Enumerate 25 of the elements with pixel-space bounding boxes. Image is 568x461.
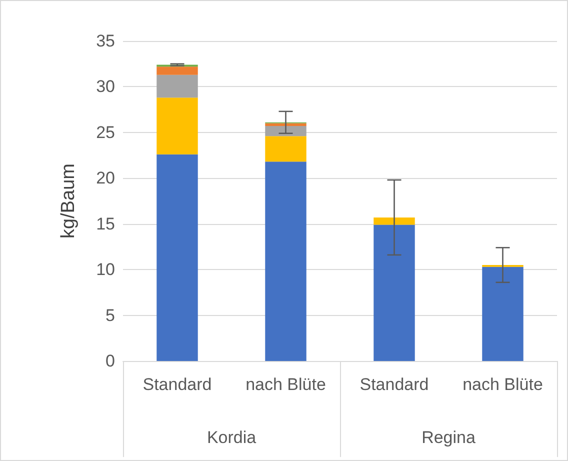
bar bbox=[265, 162, 306, 361]
y-tick-label: 20 bbox=[96, 168, 115, 188]
bar bbox=[156, 66, 198, 75]
bar bbox=[374, 217, 415, 225]
y-tick-label: 5 bbox=[106, 306, 115, 325]
y-tick-label: 0 bbox=[106, 352, 115, 370]
y-tick-label: 35 bbox=[96, 32, 115, 50]
text: Regina bbox=[422, 428, 476, 447]
y-axis-title: kg/Baum bbox=[58, 164, 79, 238]
y-tick-label: 25 bbox=[96, 122, 115, 142]
x-tick-label: nach Blüte bbox=[246, 375, 326, 394]
bar bbox=[265, 126, 306, 136]
y-tick-label: 10 bbox=[96, 260, 115, 280]
bar bbox=[156, 74, 198, 98]
x-tick-label: Standard bbox=[142, 375, 212, 394]
x-tick-label: Standard bbox=[360, 375, 429, 394]
y-tick-label: 15 bbox=[96, 214, 115, 234]
x-tick-label: nach Blüte bbox=[462, 375, 543, 394]
y-tick-label: 30 bbox=[96, 77, 115, 96]
bar bbox=[482, 266, 524, 361]
bar bbox=[156, 98, 198, 154]
bar bbox=[374, 224, 415, 361]
bar bbox=[156, 154, 198, 361]
bar bbox=[265, 136, 306, 162]
text: Kordia bbox=[206, 428, 257, 447]
